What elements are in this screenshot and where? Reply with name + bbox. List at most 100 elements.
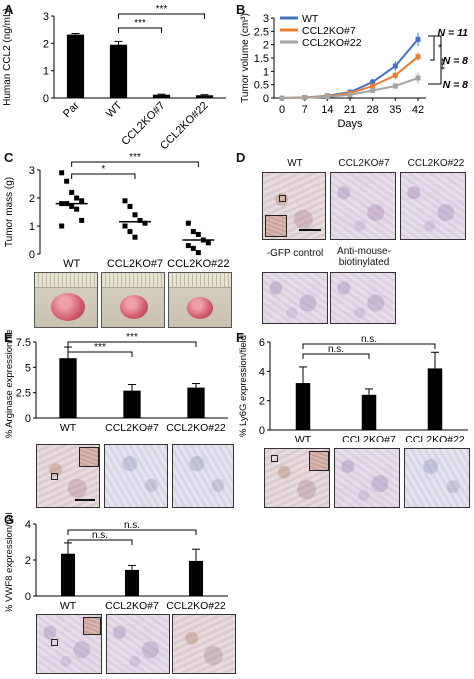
c-point [59,223,65,229]
b-ytick-label: 0.5 [254,80,269,92]
b-legend-label: WT [302,13,319,25]
c-point [74,195,80,201]
micrograph-e-wt [36,444,100,508]
c-ylabel: Tumor mass (g) [4,177,15,247]
c-point [79,198,85,204]
f-xtick-label: CCL2KO#22 [405,434,465,442]
c-point [142,220,148,226]
c-point [69,203,75,209]
b-point [392,72,398,78]
g-ytick-label: 4 [25,519,31,531]
g-ylabel: % VWF8 expression/field [4,512,15,612]
e-sig-bracket [67,341,197,347]
panel-label-a: A [4,2,14,17]
g-xtick-label: WT [60,600,77,612]
chart-g-vwf8: 0 2 4 % VWF8 expression/field WT CCL2KO#7 CCL2… [4,512,228,612]
b-ytick-label: 1 [263,66,269,78]
panel-label-b: B [236,2,246,17]
a-ytick-label: 1 [43,66,49,78]
c-point [127,229,133,235]
a-bar [152,94,171,98]
c-point [59,170,65,176]
a-sig-label: *** [156,4,168,15]
c-sig-bracket [71,173,136,179]
b-sig-bracket [430,35,435,61]
caption-d-ccl2ko7: CCL2KO#7 [338,158,390,169]
b-point [302,95,308,101]
f-bar [427,368,443,430]
b-n-label: N = 11 [438,27,469,39]
f-sig-bracket [302,353,370,359]
g-sig-label: n.s. [124,520,140,531]
c-sig-label: *** [129,152,141,163]
b-point [392,83,398,89]
a-sig-bracket [118,13,205,19]
c-point [69,189,75,195]
c-sig-label: * [101,164,105,175]
micrograph-e-ccl2ko22 [172,444,234,508]
caption-d-ccl2ko22: CCL2KO#22 [407,158,465,169]
b-sig-label: * [438,43,442,54]
b-xtick-label: 28 [367,104,379,116]
tumor-photo-ccl2ko7 [101,272,165,328]
e-bar [187,387,205,418]
b-legend-label: CCL2KO#22 [302,37,362,49]
g-sig-label: n.s. [92,530,108,541]
b-point [415,75,421,81]
a-sig-label: *** [134,18,146,29]
a-bar [195,95,214,98]
c-ytick-label: 2 [29,193,35,205]
c-point [64,178,70,184]
f-xtick-label: WT [295,434,312,442]
c-point [185,243,191,249]
b-ylabel: Tumor volume (cm³) [240,13,251,103]
f-ytick-label: 0 [259,425,265,437]
tumor-photo-wt [34,272,98,328]
b-ytick-label: 3 [263,13,269,25]
e-xtick-label: CCL2KO#22 [166,422,226,434]
c-point [195,231,201,237]
micrograph-d-wt [262,172,326,240]
panel-label-d: D [236,150,246,165]
a-bar [109,44,128,98]
c-ytick-label: 0 [29,249,35,261]
c-point [195,250,201,256]
chart-e-arginase: 0 2.5 5 7.5% Arginase expression/field WT CCL… [4,330,228,438]
e-sig-bracket [67,351,133,357]
b-point [370,79,376,85]
b-xtick-label: 21 [344,104,356,116]
c-point [205,240,211,246]
g-xtick-label: CCL2KO#7 [105,600,159,612]
b-ytick-label: 1.5 [254,53,269,65]
c-sig-bracket [71,161,199,167]
a-ytick-label: 3 [43,11,49,23]
panel-label-f: F [236,330,244,345]
e-xtick-label: CCL2KO#7 [105,422,159,434]
tumor-photo-ccl2ko22 [168,272,232,328]
g-xtick-label: CCL2KO#22 [166,600,226,612]
c-point [132,234,138,240]
panel-label-e: E [4,330,13,345]
b-point [415,54,421,60]
micrograph-d-ccl2ko7 [330,172,396,240]
b-point [347,92,353,98]
e-ytick-label: 2.5 [16,388,31,400]
micrograph-f-wt [264,448,330,508]
b-point [415,36,421,42]
g-sig-bracket [67,529,197,535]
f-xtick-label: CCL2KO#7 [342,434,396,442]
b-xlabel: Days [337,118,363,130]
micrograph-f-ccl2ko22 [404,448,470,508]
caption-d-gfp-control: -GFP control [266,248,324,259]
f-bar [295,383,311,430]
e-bar [123,390,141,418]
a-bar [66,34,85,98]
c-point [190,245,196,251]
micrograph-d-anti-mouse [330,272,396,324]
f-ytick-label: 6 [259,337,265,349]
a-ylabel: Human CCL2 (ng/mL) [2,8,13,106]
panel-label-c: C [4,150,14,165]
g-ytick-label: 2 [25,555,31,567]
